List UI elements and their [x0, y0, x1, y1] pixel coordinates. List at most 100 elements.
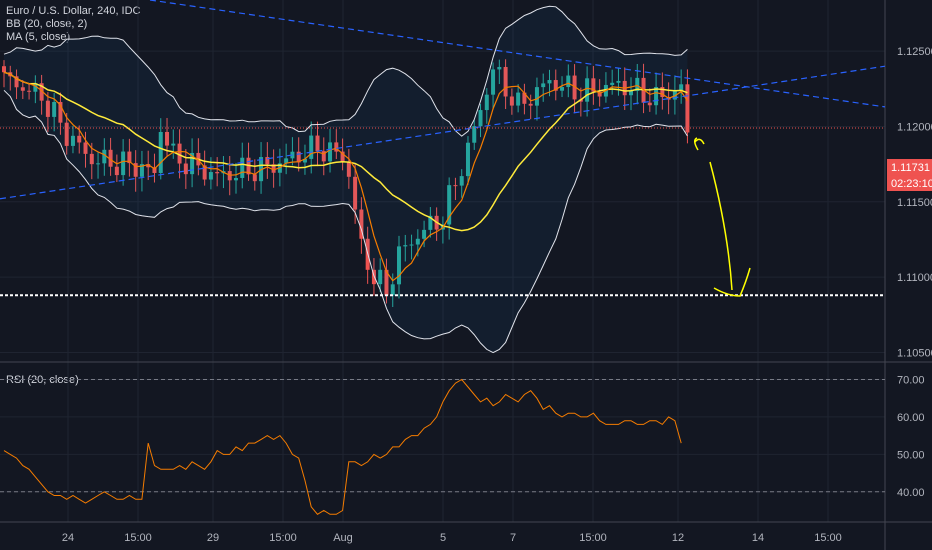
candle-body: [390, 284, 395, 296]
candle-body: [165, 131, 170, 146]
candle-body: [447, 185, 452, 225]
rsi-axis-label: 60.00: [897, 412, 925, 424]
candle-body: [240, 157, 245, 178]
candle-body: [378, 269, 383, 285]
candle-body: [27, 90, 32, 92]
candle-body: [58, 101, 63, 123]
candle-body: [503, 66, 508, 97]
price-axis-label: 1.12000: [897, 121, 932, 133]
candle-body: [233, 177, 238, 181]
candle-body: [45, 100, 50, 117]
time-axis-label: 15:00: [579, 532, 607, 544]
rising-trendline: [0, 65, 886, 200]
symbol-title[interactable]: Euro / U.S. Dollar, 240, IDC: [6, 5, 141, 17]
candle-body: [647, 102, 652, 106]
candle-body: [415, 238, 420, 245]
bb-indicator-label[interactable]: BB (20, close, 2): [6, 18, 88, 30]
candle-body: [685, 84, 690, 133]
candle-body: [328, 142, 333, 162]
candle-body: [70, 135, 75, 146]
last-price-tag: [887, 159, 932, 176]
price-axis-label: 1.12500: [897, 46, 932, 58]
candle-body: [541, 83, 546, 88]
candle-body: [64, 122, 69, 146]
candle-body: [102, 149, 107, 164]
candle-body: [20, 87, 25, 91]
candle-body: [509, 96, 514, 106]
candle-body: [83, 142, 88, 154]
candle-body: [315, 135, 320, 152]
candle-body: [422, 229, 427, 239]
candle-body: [271, 164, 276, 173]
candle-body: [52, 101, 57, 117]
candle-body: [190, 152, 195, 175]
candle-body: [635, 77, 640, 91]
candle-body: [497, 66, 502, 70]
candle-body: [660, 86, 665, 98]
candle-body: [346, 161, 351, 177]
candle-body: [171, 143, 176, 146]
candle-body: [334, 142, 339, 152]
candle-body: [484, 94, 489, 111]
time-axis-label: Aug: [333, 532, 353, 544]
candle-body: [672, 90, 677, 100]
candle-body: [534, 87, 539, 106]
candle-body: [654, 86, 659, 106]
last-price-text: 1.11731: [891, 162, 930, 174]
candle-body: [321, 151, 326, 162]
bollinger-upper-band: [3, 5, 688, 137]
countdown-tag: [887, 175, 932, 192]
candle-body: [96, 163, 101, 165]
candle-body: [39, 83, 44, 101]
candle-body: [302, 158, 307, 163]
candle-body: [89, 153, 94, 165]
candle-body: [453, 185, 458, 187]
ma-indicator-label[interactable]: MA (5, close): [6, 31, 71, 43]
candle-body: [591, 78, 596, 92]
candle-body: [202, 165, 207, 180]
candle-body: [616, 80, 621, 83]
time-axis-label: 15:00: [814, 532, 842, 544]
candle-body: [296, 151, 301, 163]
candle-body: [33, 83, 38, 92]
candle-body: [409, 244, 414, 246]
candle-body: [309, 135, 314, 159]
candle-body: [478, 110, 483, 127]
bollinger-fill: [4, 6, 688, 353]
candle-body: [428, 215, 433, 230]
drawn-marker: [694, 137, 705, 151]
drawn-down-arrow: [709, 161, 751, 297]
candle-body: [139, 164, 144, 177]
rsi-indicator-label[interactable]: RSI (20, close): [6, 374, 79, 386]
time-axis-label: 7: [510, 532, 516, 544]
candle-body: [14, 76, 19, 88]
bollinger-basis: [3, 71, 688, 232]
time-axis-label: 24: [62, 532, 74, 544]
candle-body: [610, 82, 615, 85]
rsi-axis-label: 40.00: [897, 487, 925, 499]
candle-body: [183, 163, 188, 175]
rsi-axis-label: 70.00: [897, 374, 925, 386]
candle-body: [397, 246, 402, 285]
candle-body: [516, 92, 521, 106]
falling-trendline: [149, 0, 886, 108]
time-axis-label: 14: [752, 532, 764, 544]
price-axis-label: 1.10500: [897, 347, 932, 359]
candle-body: [265, 157, 270, 165]
candle-body: [553, 80, 558, 91]
candle-body: [127, 151, 132, 164]
candle-body: [465, 142, 470, 177]
candle-body: [215, 172, 220, 174]
candle-body: [121, 151, 126, 176]
candle-body: [629, 90, 633, 96]
moving-average-line: [3, 71, 688, 282]
candle-body: [208, 172, 213, 180]
chart-legend: Euro / U.S. Dollar, 240, IDC BB (20, clo…: [6, 5, 141, 44]
candle-body: [133, 163, 138, 177]
candle-body: [114, 166, 119, 176]
time-axis-label: 15:00: [124, 532, 152, 544]
candle-body: [528, 103, 533, 106]
candle-body: [77, 135, 82, 143]
bollinger-lower-band: [3, 89, 688, 354]
